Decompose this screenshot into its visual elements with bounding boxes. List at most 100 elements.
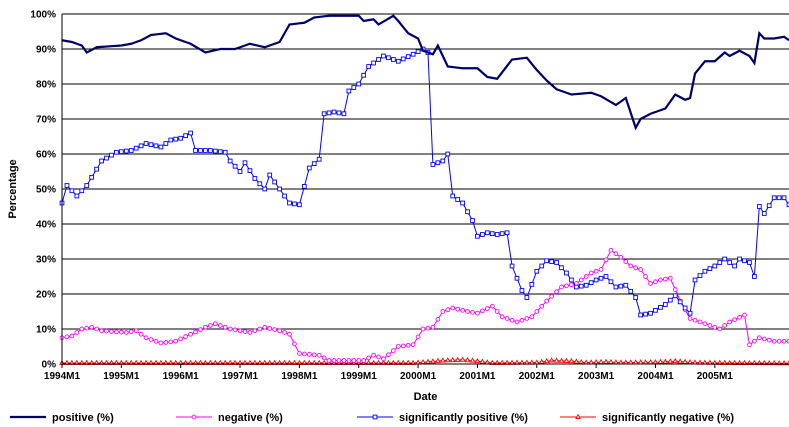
data-point <box>247 168 253 173</box>
legend-item: significantly negative (%) <box>560 412 734 424</box>
series-line <box>61 14 789 131</box>
data-point <box>470 218 475 223</box>
data-point <box>351 358 357 363</box>
data-point <box>653 279 658 285</box>
data-point <box>677 358 684 364</box>
data-point <box>386 55 391 61</box>
data-point <box>356 358 362 363</box>
data-point <box>499 314 505 320</box>
data-point <box>445 307 451 313</box>
series-negative <box>59 247 789 363</box>
data-point <box>148 337 154 342</box>
data-point <box>386 352 391 358</box>
data-point <box>564 283 569 289</box>
series-line <box>62 359 789 364</box>
y-tick-label: 10% <box>36 325 56 336</box>
data-point <box>79 188 85 194</box>
data-point <box>252 176 258 181</box>
data-point <box>480 232 485 237</box>
data-point <box>361 72 367 78</box>
data-point <box>687 316 693 321</box>
data-point <box>588 280 594 285</box>
data-point <box>633 295 639 300</box>
data-point <box>717 260 723 265</box>
data-point <box>672 293 678 299</box>
data-point <box>652 359 659 365</box>
data-point <box>123 330 129 335</box>
series-line <box>61 48 789 316</box>
data-point <box>470 310 475 315</box>
data-point <box>297 351 302 356</box>
data-point <box>712 324 718 330</box>
data-point <box>277 186 282 192</box>
data-point <box>89 324 95 330</box>
data-point <box>410 51 416 57</box>
data-point <box>677 299 683 305</box>
data-point <box>692 277 698 283</box>
data-point <box>410 342 416 348</box>
data-point <box>529 282 535 287</box>
data-point <box>282 330 287 335</box>
data-point <box>484 230 490 236</box>
data-point <box>504 316 510 321</box>
data-point <box>371 352 376 358</box>
data-point <box>89 174 95 180</box>
data-point <box>727 319 733 325</box>
data-point <box>445 151 451 157</box>
data-point <box>549 293 554 299</box>
data-point <box>598 267 604 272</box>
x-tick-label: 1994M1 <box>44 371 81 382</box>
data-point <box>237 169 243 174</box>
data-point <box>450 305 456 311</box>
data-point <box>465 209 470 215</box>
data-point <box>351 85 357 90</box>
data-point <box>732 317 737 323</box>
data-point <box>628 289 634 294</box>
data-point <box>509 317 515 323</box>
data-point <box>425 358 431 364</box>
data-point <box>267 172 273 178</box>
series-positive <box>61 14 789 131</box>
x-axis-label: Date <box>414 391 438 403</box>
data-point <box>756 204 762 209</box>
data-point <box>326 110 332 116</box>
data-point <box>222 324 228 330</box>
data-point <box>776 338 782 344</box>
data-point <box>662 358 669 364</box>
data-point <box>707 323 713 328</box>
x-tick-label: 1998M1 <box>281 371 318 382</box>
data-point <box>99 158 104 164</box>
data-point <box>489 303 495 309</box>
y-tick-label: 70% <box>36 115 56 126</box>
data-point <box>163 340 169 345</box>
data-point <box>331 358 337 363</box>
data-point <box>336 110 342 116</box>
data-point <box>761 336 767 342</box>
data-point <box>593 277 599 283</box>
data-point <box>321 355 327 361</box>
data-point <box>588 359 595 365</box>
data-point <box>682 358 689 364</box>
data-point <box>539 263 545 269</box>
y-tick-label: 60% <box>36 150 56 161</box>
data-point <box>74 330 80 335</box>
data-point <box>766 337 772 343</box>
data-point <box>346 358 352 363</box>
data-point <box>257 181 263 187</box>
data-point <box>183 133 188 138</box>
data-point <box>439 357 446 363</box>
data-point <box>449 356 456 363</box>
data-point <box>632 359 639 365</box>
data-point <box>415 49 421 54</box>
data-point <box>94 326 99 332</box>
data-point <box>622 359 629 365</box>
data-point <box>578 358 585 365</box>
data-point <box>489 231 495 236</box>
data-point <box>183 334 188 339</box>
data-point <box>608 358 614 365</box>
data-point <box>306 352 312 357</box>
data-point <box>109 329 114 334</box>
y-tick-label: 90% <box>36 45 56 56</box>
data-point <box>598 358 604 365</box>
data-point <box>316 352 322 358</box>
